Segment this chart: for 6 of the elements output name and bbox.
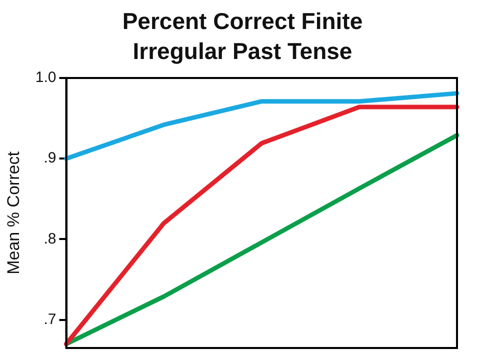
chart-title: Percent Correct Finite Irregular Past Tense bbox=[121, 7, 364, 66]
y-tick-label: .7 bbox=[44, 310, 56, 328]
y-tick-label: .8 bbox=[44, 230, 56, 248]
y-axis-title: Mean % Correct bbox=[4, 151, 23, 274]
y-tick-label: 1.0 bbox=[35, 69, 56, 86]
y-tick-label: .9 bbox=[44, 150, 56, 167]
